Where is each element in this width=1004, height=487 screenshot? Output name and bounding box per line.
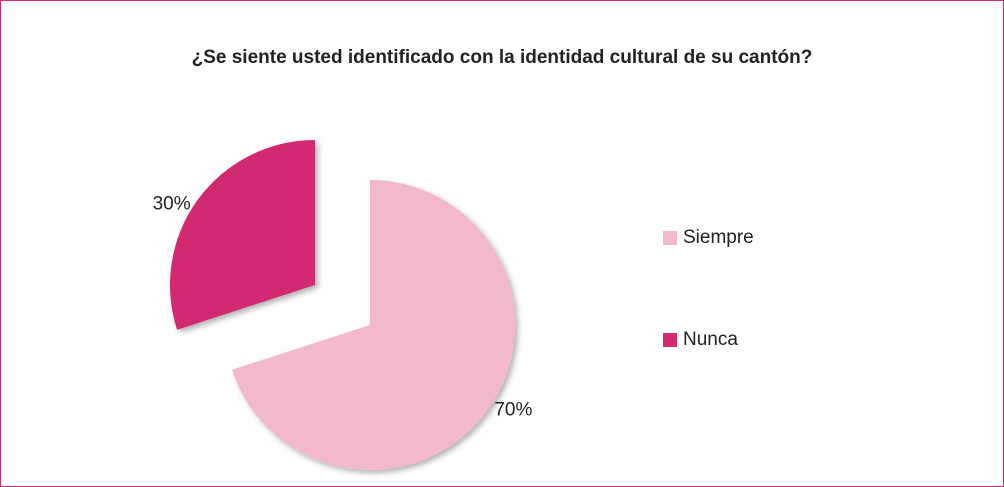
legend-label: Nunca xyxy=(683,329,738,350)
value-label: 30% xyxy=(153,194,191,215)
value-label: 70% xyxy=(494,399,532,420)
chart-title: ¿Se siente usted identificado con la ide… xyxy=(192,47,813,68)
legend-swatch xyxy=(663,333,677,347)
pie-slice xyxy=(169,140,315,330)
pie-slice xyxy=(232,179,515,471)
legend-swatch xyxy=(663,231,677,245)
legend-label: Siempre xyxy=(683,227,754,248)
